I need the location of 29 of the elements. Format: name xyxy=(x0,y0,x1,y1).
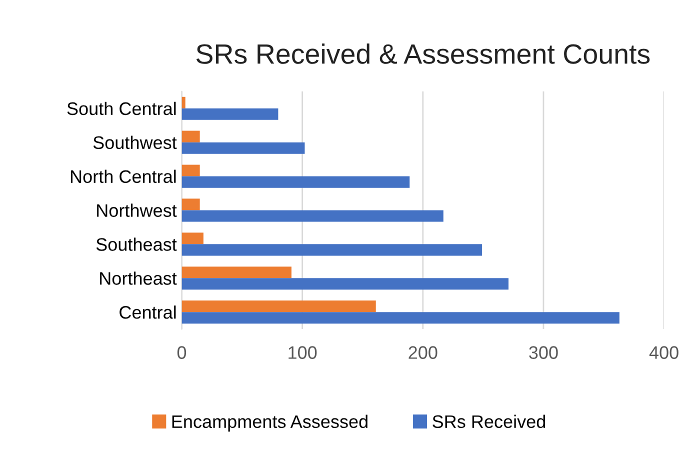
y-tick-label: Northeast xyxy=(100,272,177,285)
bar xyxy=(182,210,444,222)
x-tick-label: 100 xyxy=(288,346,317,359)
bar xyxy=(182,266,292,278)
legend-label: Encampments Assessed xyxy=(172,414,368,432)
bar xyxy=(182,244,482,256)
bar xyxy=(182,300,376,312)
bar xyxy=(182,278,509,290)
bar xyxy=(182,142,305,154)
y-tick-label: Northwest xyxy=(97,204,177,217)
bar xyxy=(182,108,278,120)
x-tick-label: 300 xyxy=(529,346,558,359)
bar xyxy=(182,164,200,176)
bar xyxy=(182,232,204,244)
x-tick-label: 400 xyxy=(649,346,678,359)
bar xyxy=(182,130,200,142)
bar xyxy=(182,312,620,324)
y-tick-label: Southwest xyxy=(93,136,177,150)
legend-label: SRs Received xyxy=(432,414,546,428)
bar xyxy=(182,198,200,210)
y-tick-label: North Central xyxy=(70,170,176,183)
bar xyxy=(182,176,410,188)
y-tick-label: Southeast xyxy=(96,238,177,251)
y-tick-label: South Central xyxy=(67,102,176,116)
chart-title: SRs Received & Assessment Counts xyxy=(196,43,650,64)
x-tick-label: 0 xyxy=(177,346,186,359)
x-tick-label: 200 xyxy=(408,346,438,359)
y-tick-label: Central xyxy=(120,306,176,319)
bar xyxy=(182,96,186,108)
